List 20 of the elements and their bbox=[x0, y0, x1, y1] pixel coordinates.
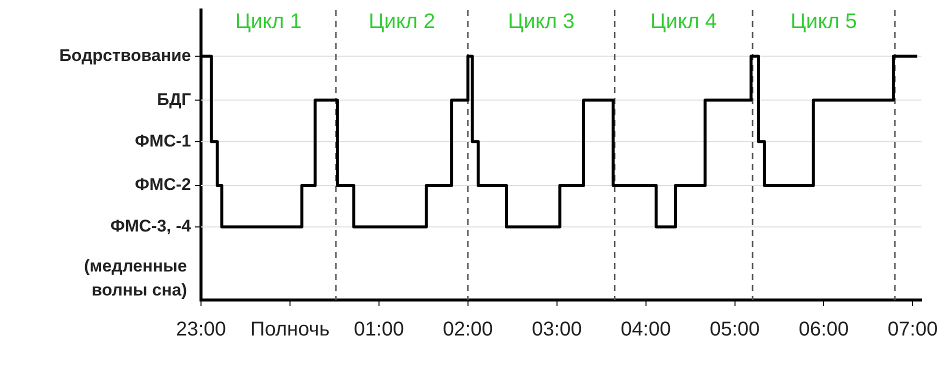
x-tick-label: 02:00 bbox=[442, 318, 493, 341]
text: (медленные волны сна) bbox=[84, 256, 187, 300]
text: ФМС-3, -4 bbox=[110, 216, 192, 236]
x-tick-label: 23:00 bbox=[176, 318, 226, 341]
x-tick-label: 01:00 bbox=[354, 318, 404, 341]
text: ФМС-1 bbox=[134, 131, 191, 150]
text: Цикл 2 bbox=[368, 10, 436, 33]
text: Цикл 4 bbox=[650, 10, 718, 33]
text: Бодрствование bbox=[59, 46, 191, 65]
x-tick-label: 04:00 bbox=[620, 318, 671, 341]
text: Цикл 5 bbox=[790, 10, 857, 33]
x-tick-label: 03:00 bbox=[532, 318, 582, 341]
x-tick-label: 06:00 bbox=[798, 318, 849, 341]
x-tick-label: 05:00 bbox=[710, 318, 760, 341]
text: ФМС-2 bbox=[134, 175, 191, 194]
text: Цикл 3 bbox=[508, 10, 575, 33]
text: Цикл 1 bbox=[235, 10, 302, 33]
text: БДГ bbox=[157, 90, 192, 109]
x-tick-label: Полночь bbox=[250, 318, 330, 341]
x-tick-label: 07:00 bbox=[888, 318, 938, 341]
